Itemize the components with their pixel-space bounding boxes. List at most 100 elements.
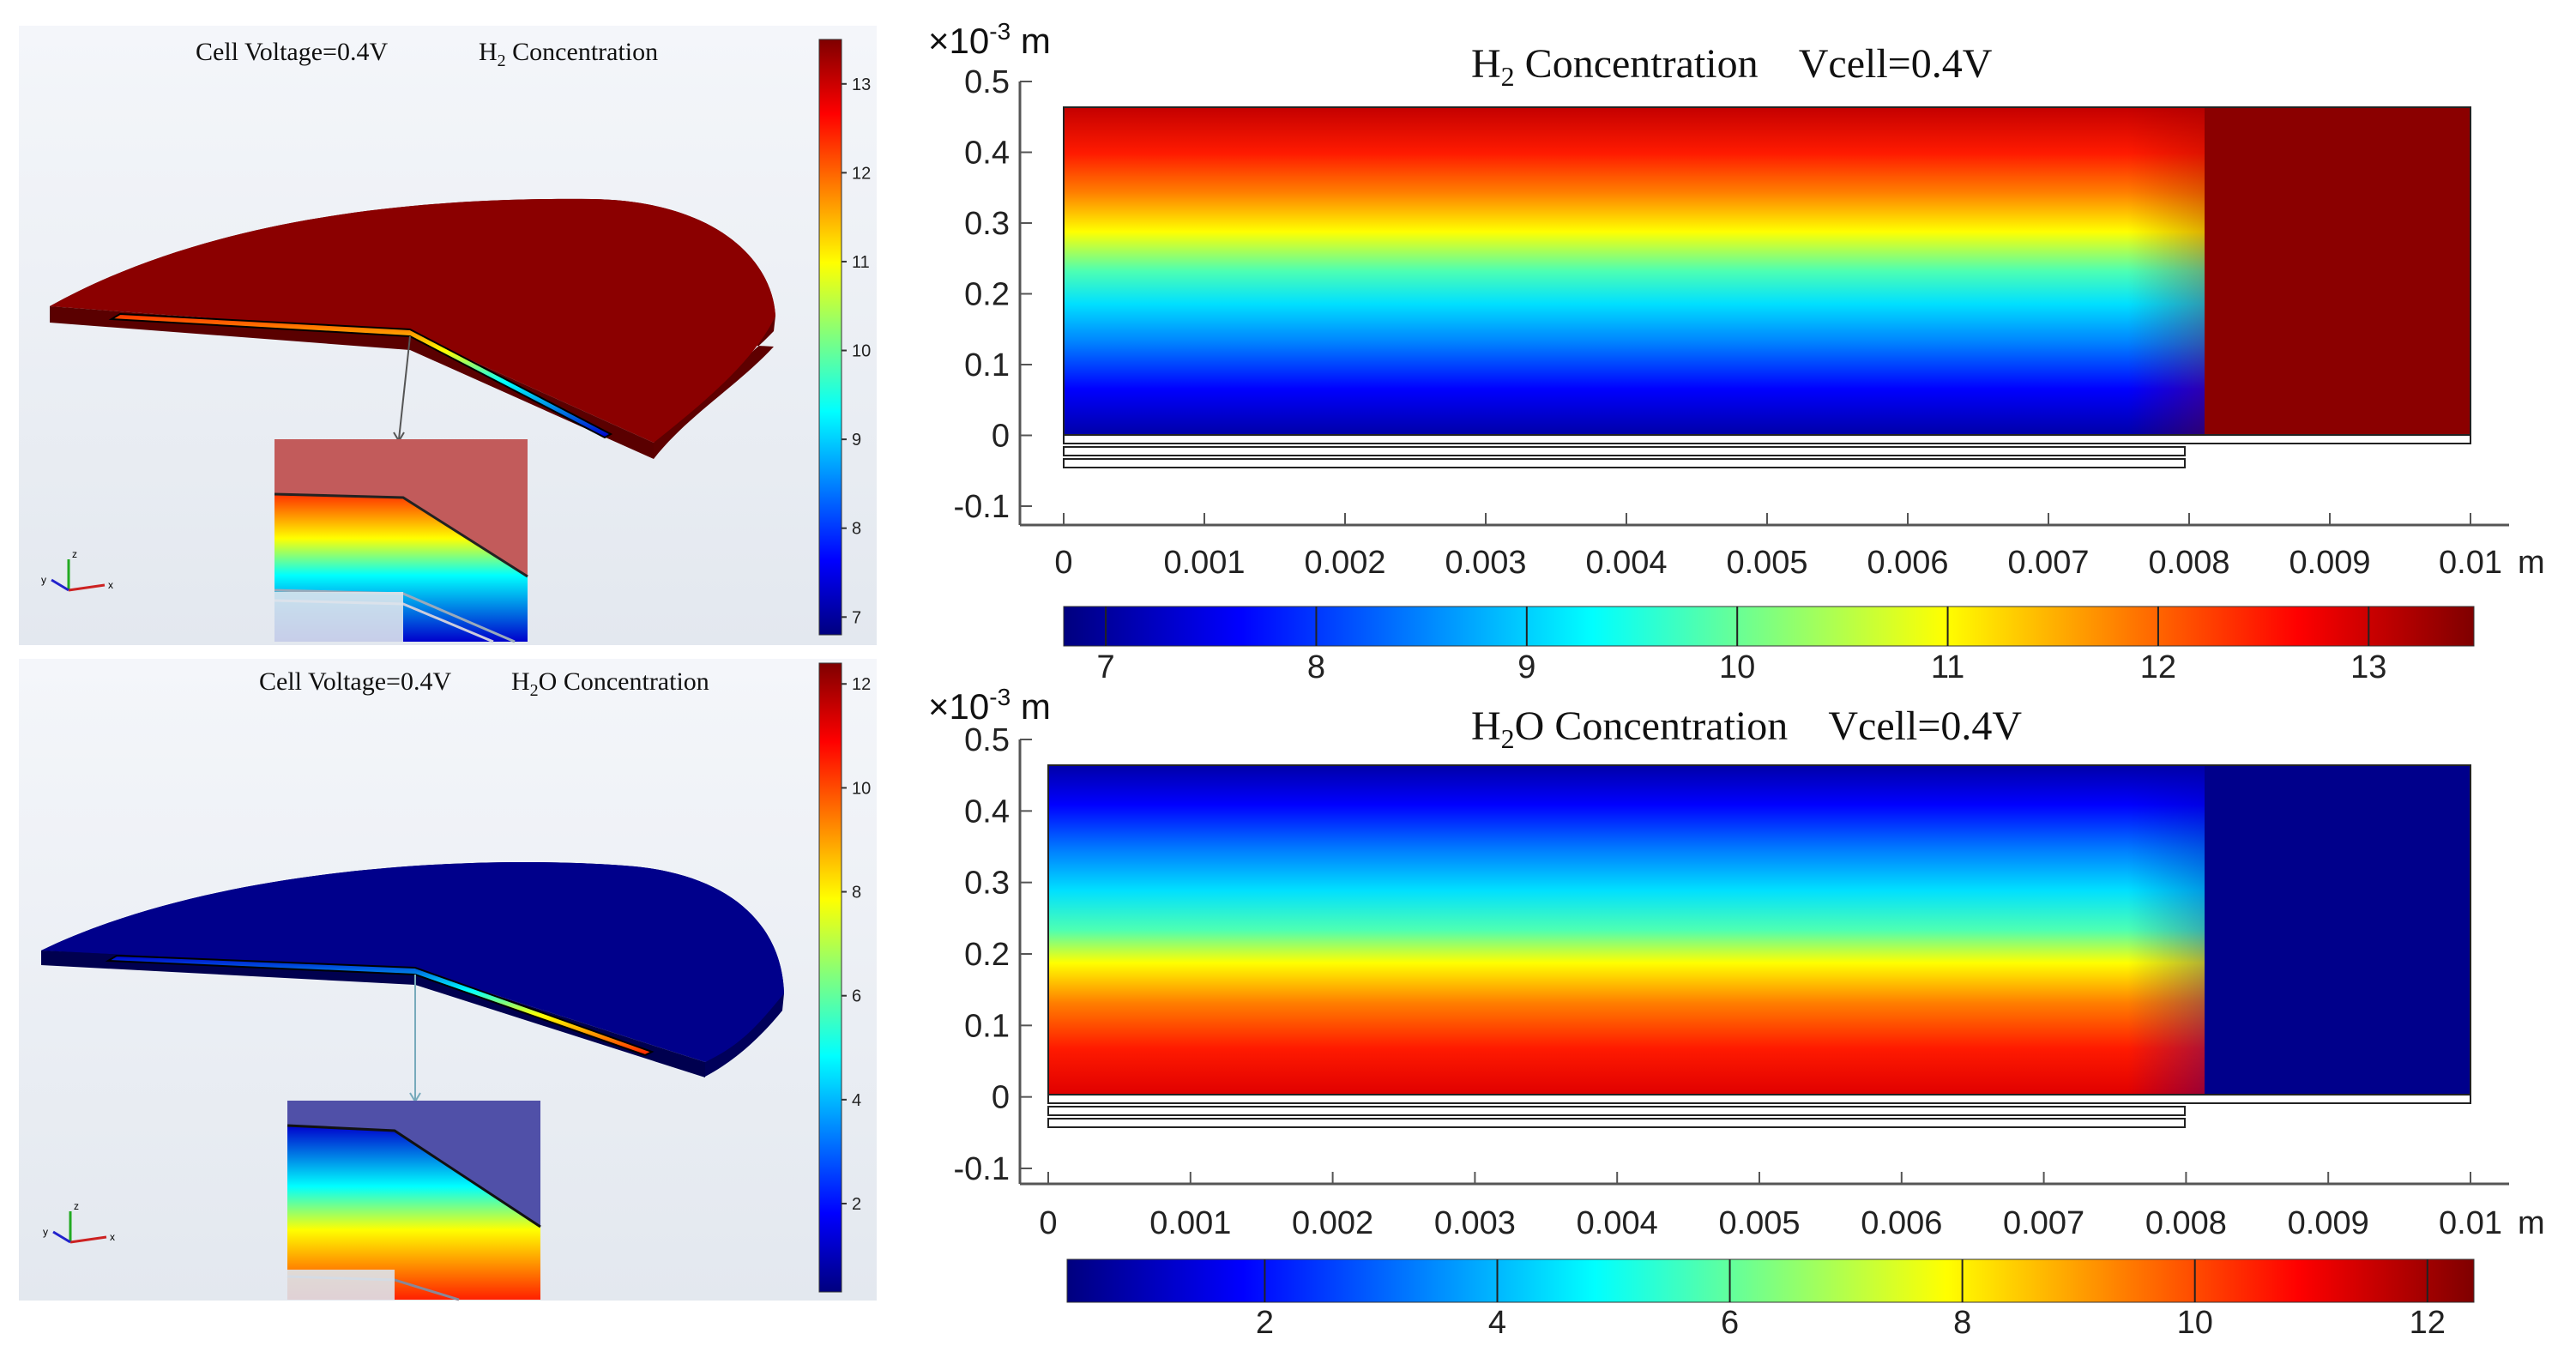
x-tick-label: 0.007	[2007, 545, 2089, 581]
y-tick-label: 0	[992, 1080, 1010, 1116]
panel-species-label: H2 Concentration	[479, 38, 658, 70]
colorbar-tick-label: 8	[1953, 1305, 1971, 1341]
colorbar-tick-label: 6	[852, 987, 861, 1006]
axis-z-label: z	[74, 1200, 79, 1212]
electrode-layer	[1063, 446, 2186, 456]
colorbar-tick-label: 7	[852, 608, 861, 627]
x-tick-label: 0.009	[2289, 545, 2370, 581]
3d-cell-body	[41, 862, 784, 1103]
y-tick-label: -0.1	[954, 489, 1010, 525]
colorbar-tick-label: 8	[852, 520, 861, 539]
x-tick-label: 0.009	[2288, 1205, 2369, 1241]
x-tick-label: 0.005	[1718, 1205, 1800, 1241]
colorbar-tick-label: 10	[1719, 649, 1755, 685]
x-tick-label: 0.01	[2439, 545, 2502, 581]
zoom-inset	[274, 439, 528, 643]
x-tick-label: 0.008	[2148, 545, 2229, 581]
y-tick-label: 0.4	[964, 794, 1010, 830]
colorbar-gradient	[818, 39, 842, 636]
y-tick-label: 0.2	[964, 937, 1010, 973]
panel-voltage-label: Cell Voltage=0.4V	[196, 38, 388, 66]
x-tick-label: 0.002	[1292, 1205, 1373, 1241]
colorbar-tick-label: 4	[852, 1091, 861, 1110]
y-tick-label: 0.1	[964, 1008, 1010, 1044]
x-tick-label: 0.01	[2439, 1205, 2502, 1241]
colorbar-tick-label: 6	[1721, 1305, 1739, 1341]
axis-y-label: y	[43, 1226, 48, 1238]
panel-voltage-label: Cell Voltage=0.4V	[259, 667, 451, 696]
electrode-layer	[1047, 1118, 2186, 1128]
h2-3d-panel: Cell Voltage=0.4V H2 Concentration z y x	[19, 26, 877, 645]
colorbar-tick-label: 8	[1307, 649, 1325, 685]
y-tick-label: 0.4	[964, 136, 1010, 172]
axis-y-label: y	[41, 574, 46, 586]
electrode-layer	[1063, 458, 2186, 468]
y-unit-label: ×10-3 m	[928, 684, 1051, 727]
colorbar-tick-label: 9	[852, 431, 861, 450]
electrolyte-layer	[1063, 434, 2471, 444]
colorbar-tick-label: 12	[2140, 649, 2176, 685]
axis-z-label: z	[72, 548, 77, 560]
y-tick-label: 0.5	[964, 722, 1010, 758]
colorbar-tick-label: 13	[852, 75, 871, 94]
heatmap-outlet-region	[2205, 107, 2470, 435]
colorbar-tick-label: 10	[852, 342, 871, 361]
y-unit-label: ×10-3 m	[928, 18, 1051, 61]
h2-2d-plot: ×10-3 m H2 Concentration Vcell=0.4V 0 0.0…	[928, 18, 2545, 685]
y-tick-label: 0	[992, 419, 1010, 455]
x-tick-label: 0.008	[2145, 1205, 2227, 1241]
y-tick-label: 0.3	[964, 206, 1010, 242]
x-tick-label: 0.004	[1585, 545, 1667, 581]
y-tick-label: 0.1	[964, 347, 1010, 383]
plot-axes: 0 0.001 0.002 0.003 0.004 0.005 0.006 0.007 0.00…	[954, 64, 2545, 581]
3d-cell-body	[50, 198, 775, 459]
colorbar-tick-label: 12	[852, 675, 871, 694]
h2o-2d-colorbar: 2 4 6 8 10 12	[1066, 1258, 2475, 1341]
x-tick-label: 0.006	[1861, 1205, 1942, 1241]
3d-axis-triad: z y x	[41, 548, 113, 592]
y-tick-label: -0.1	[954, 1151, 1010, 1187]
colorbar-tick-label: 10	[852, 779, 871, 798]
colorbar-tick-label: 7	[1097, 649, 1115, 685]
h2o-2d-plot: ×10-3 m H2O Concentration Vcell=0.4V 0 0.…	[928, 684, 2545, 1341]
h2-3d-colorbar: 7 8 9 10 11 12 13	[818, 39, 871, 636]
colorbar-tick-label: 9	[1517, 649, 1535, 685]
x-tick-label: 0.001	[1149, 1205, 1231, 1241]
panel-species-label: H2O Concentration	[511, 667, 709, 700]
colorbar-tick-label: 10	[2177, 1305, 2213, 1341]
h2-2d-colorbar: 7 8 9 10 11 12 13	[1063, 606, 2475, 685]
colorbar-tick-label: 12	[852, 164, 871, 183]
x-tick-label: 0	[1039, 1205, 1057, 1241]
colorbar-tick-label: 2	[852, 1195, 861, 1214]
colorbar-gradient	[818, 662, 842, 1293]
y-tick-label: 0.5	[964, 64, 1010, 100]
x-tick-label: 0.006	[1867, 545, 1948, 581]
plot-title: H2O Concentration Vcell=0.4V	[1471, 703, 2022, 754]
heatmap-outlet-region	[2205, 765, 2470, 1095]
axis-x-label: x	[108, 579, 113, 591]
x-tick-label: 0.004	[1577, 1205, 1658, 1241]
x-tick-label: 0	[1054, 545, 1072, 581]
colorbar-gradient	[1066, 1258, 2475, 1303]
plot-axes: 0 0.001 0.002 0.003 0.004 0.005 0.006 0.007 0.00…	[954, 722, 2545, 1241]
x-tick-label: 0.007	[2003, 1205, 2084, 1241]
3d-axis-triad: z y x	[43, 1200, 115, 1244]
plot-title: H2 Concentration Vcell=0.4V	[1471, 41, 1993, 92]
x-tick-label: 0.002	[1304, 545, 1385, 581]
x-unit-label: m	[2518, 545, 2545, 581]
colorbar-tick-label: 11	[1931, 649, 1964, 685]
y-tick-label: 0.2	[964, 277, 1010, 313]
colorbar-tick-label: 11	[852, 253, 870, 272]
x-tick-label: 0.001	[1163, 545, 1245, 581]
colorbar-tick-label: 2	[1256, 1305, 1274, 1341]
x-tick-label: 0.003	[1445, 545, 1526, 581]
colorbar-gradient	[1063, 606, 2475, 647]
colorbar-tick-label: 4	[1488, 1305, 1506, 1341]
x-unit-label: m	[2518, 1205, 2545, 1241]
zoom-inset	[287, 1101, 541, 1301]
axis-x-label: x	[110, 1231, 115, 1243]
electrolyte-layer	[1047, 1094, 2471, 1104]
y-tick-label: 0.3	[964, 866, 1010, 902]
x-tick-label: 0.005	[1726, 545, 1807, 581]
